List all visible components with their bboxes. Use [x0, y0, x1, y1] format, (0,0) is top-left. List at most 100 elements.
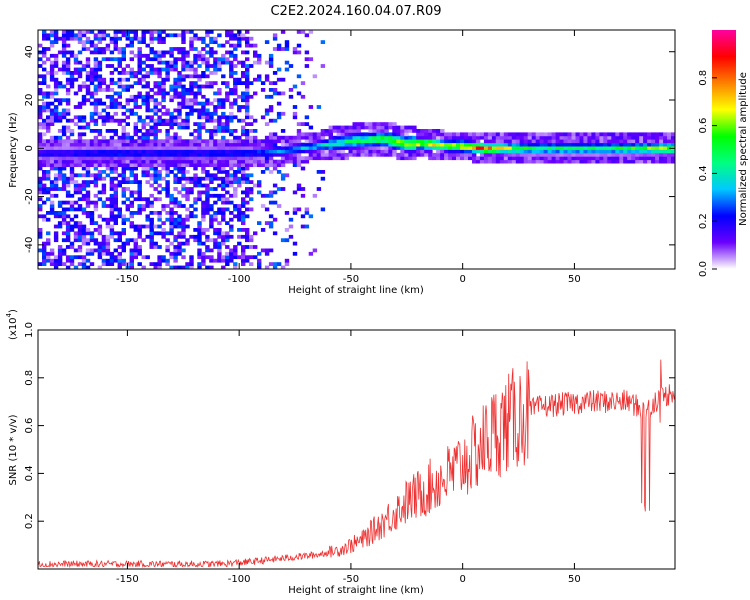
heatmap-cell [336, 132, 341, 137]
heatmap-cell [121, 84, 126, 89]
heatmap-cell [57, 115, 63, 120]
heatmap-cell [627, 149, 632, 154]
heatmap-cell [125, 217, 130, 222]
heatmap-cell [169, 118, 174, 123]
heatmap-cell [360, 139, 365, 144]
heatmap-cell [209, 224, 214, 229]
heatmap-cell [173, 142, 178, 147]
heatmap-cell [137, 156, 142, 161]
heatmap-cell [189, 204, 194, 208]
heatmap-cell [197, 197, 202, 202]
heatmap-cell [495, 146, 501, 150]
heatmap-cell [46, 255, 51, 260]
heatmap-cell [209, 146, 214, 150]
heatmap-cell [420, 146, 425, 150]
heatmap-cell [312, 146, 318, 150]
heatmap-cell [169, 115, 174, 120]
heatmap-cell [73, 159, 79, 164]
heatmap-cell [611, 149, 616, 154]
heatmap-cell [388, 125, 393, 130]
heatmap-cell [125, 64, 130, 68]
heatmap-cell [292, 146, 298, 150]
heatmap-cell [161, 142, 166, 147]
heatmap-cell [205, 64, 210, 68]
heatmap-cell [304, 149, 310, 154]
heatmap-cell [65, 64, 71, 68]
heatmap-cell [671, 156, 675, 161]
heatmap-cell [117, 234, 122, 239]
heatmap-cell [225, 129, 230, 133]
heatmap-cell [535, 159, 541, 164]
heatmap-cell [332, 156, 337, 161]
heatmap-cell [109, 159, 115, 164]
heatmap-cell [153, 50, 158, 55]
heatmap-cell [205, 81, 210, 85]
heatmap-cell [185, 125, 190, 130]
heatmap-cell [105, 139, 111, 144]
heatmap-cell [475, 139, 481, 144]
heatmap-cell [233, 101, 238, 106]
heatmap-cell [57, 149, 63, 154]
heatmap-cell [328, 152, 333, 157]
heatmap-cell [292, 47, 298, 51]
heatmap-cell [229, 224, 234, 229]
heatmap-cell [631, 146, 636, 150]
heatmap-cell [233, 190, 238, 195]
heatmap-cell [49, 64, 55, 68]
heatmap-cell [145, 30, 150, 34]
heatmap-cell [284, 146, 290, 150]
heatmap-cell [149, 204, 154, 208]
heatmap-cell [181, 146, 186, 150]
heatmap-cell [189, 101, 194, 106]
heatmap-cell [507, 146, 513, 150]
heatmap-cell [587, 149, 592, 154]
heatmap-cell [249, 234, 254, 239]
heatmap-cell [503, 135, 509, 140]
heatmap-cell [555, 146, 560, 150]
heatmap-cell [627, 146, 632, 150]
heatmap-cell [356, 125, 361, 130]
heatmap-cell [81, 67, 87, 72]
heatmap-cell [260, 149, 266, 154]
heatmap-cell [173, 224, 178, 229]
heatmap-cell [85, 146, 91, 150]
heatmap-cell [97, 64, 103, 68]
heatmap-cell [241, 74, 246, 79]
heatmap-cell [73, 200, 79, 205]
heatmap-cell [169, 221, 174, 225]
heatmap-cell [185, 118, 190, 123]
heatmap-cell [121, 146, 126, 150]
heatmap-cell [65, 183, 71, 188]
heatmap-cell [61, 60, 67, 65]
heatmap-cell [201, 163, 206, 167]
heatmap-cell [65, 163, 71, 167]
heatmap-cell [257, 74, 262, 79]
heatmap-cell [655, 135, 660, 140]
heatmap-cell [245, 142, 250, 147]
heatmap-cell [153, 139, 158, 144]
heatmap-cell [241, 98, 246, 103]
heatmap-cell [213, 64, 218, 68]
heatmap-cell [133, 245, 138, 249]
heatmap-cell [161, 50, 166, 55]
heatmap-cell [69, 224, 75, 229]
heatmap-cell [201, 149, 206, 154]
heatmap-cell [113, 200, 118, 205]
heatmap-cell [245, 152, 250, 157]
heatmap-cell [165, 152, 170, 157]
heatmap-cell [53, 262, 59, 266]
heatmap-cell [137, 190, 142, 195]
heatmap-cell [65, 43, 71, 48]
heatmap-cell [563, 132, 568, 137]
heatmap-cell [507, 152, 513, 157]
heatmap-cell [121, 139, 126, 144]
heatmap-cell [221, 81, 226, 85]
heatmap-cell [631, 142, 636, 147]
heatmap-cell [543, 152, 548, 157]
heatmap-cell [237, 94, 242, 99]
heatmap-cell [133, 173, 138, 178]
heatmap-cell [535, 139, 541, 144]
heatmap-cell [117, 255, 122, 260]
heatmap-cell [205, 173, 210, 178]
heatmap-cell [113, 163, 118, 167]
